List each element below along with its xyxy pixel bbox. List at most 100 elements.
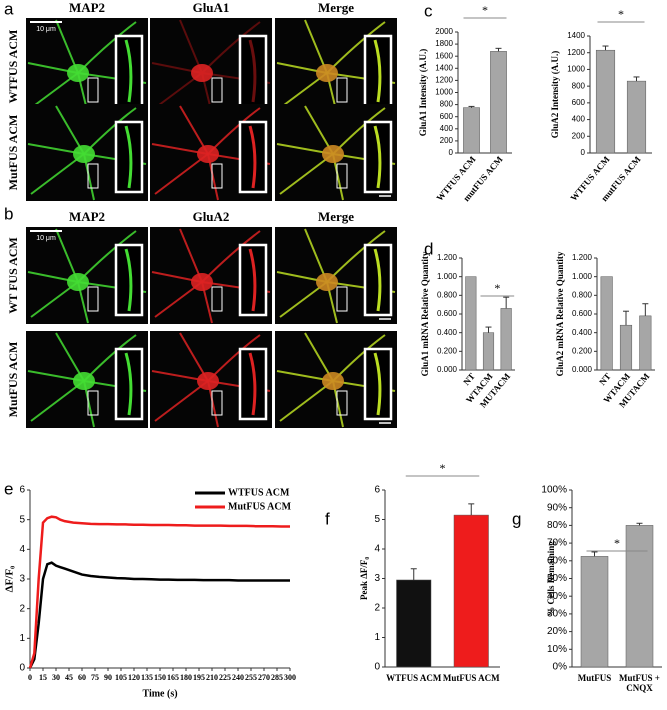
inset-neurite [373, 248, 382, 312]
soma [197, 145, 219, 163]
roi-box [211, 163, 223, 189]
x-tick-label: 90 [104, 673, 112, 682]
y-tick-label: 1400 [567, 31, 585, 40]
neurite [304, 228, 328, 283]
x-tick-label: MutFUS [577, 673, 612, 683]
bar [580, 556, 609, 668]
y-tick-label: 4 [19, 544, 25, 555]
y-tick-label: 3 [19, 574, 25, 585]
roi-box [336, 163, 348, 189]
x-tick-label: 255 [245, 673, 257, 682]
roi-box [336, 286, 348, 312]
y-axis-label: % Cells Remaining [546, 541, 556, 616]
y-tick-label: 600 [440, 112, 454, 121]
y-tick-label: 800 [440, 100, 454, 109]
y-tick-label: 1000 [435, 88, 453, 97]
bar [482, 332, 495, 371]
scale-label: 10 μm [36, 26, 56, 33]
soma [322, 145, 344, 163]
row-label: MutFUS ACM [6, 342, 20, 418]
y-tick-label: 1.200 [437, 253, 458, 262]
inset-neurite [248, 248, 257, 312]
panel-letter: b [4, 204, 13, 223]
y-tick-label: 0 [581, 148, 586, 157]
x-tick-label: 195 [193, 673, 205, 682]
bar [453, 514, 489, 668]
roi-box [87, 77, 99, 103]
y-axis-label: GluA2 Intensity (A.U.) [550, 51, 560, 139]
inset-neurite [373, 352, 382, 416]
x-tick-label: 30 [52, 673, 60, 682]
neurite [154, 153, 209, 195]
y-axis-label: GluA1 Intensity (A.U.) [418, 49, 428, 137]
x-tick-label: 165 [167, 673, 179, 682]
y-tick-label: 70% [547, 538, 567, 549]
bar [600, 276, 613, 371]
neurite [179, 228, 203, 283]
column-header: GluA2 [193, 209, 230, 224]
y-tick-label: 60% [547, 555, 567, 566]
x-tick-label: 300 [284, 673, 296, 682]
y-tick-label: 800 [572, 81, 586, 90]
x-tick-label: 45 [65, 673, 73, 682]
y-tick-label: 0.400 [437, 328, 458, 337]
x-tick-label: NT [597, 371, 613, 387]
y-tick-label: 1 [19, 633, 25, 644]
x-tick-label: WTFUS ACM [386, 673, 442, 683]
x-tick-label: 150 [154, 673, 166, 682]
column-header: GluA1 [193, 0, 230, 15]
y-tick-label: 10% [547, 644, 567, 655]
inset-neurite [124, 248, 133, 312]
inset-neurite [248, 125, 257, 189]
x-tick-label: 210 [206, 673, 218, 682]
neurite [30, 153, 85, 195]
y-tick-label: 0.200 [572, 346, 593, 355]
roi-box [87, 390, 99, 416]
bar [500, 308, 512, 371]
row-label: WT FUS ACM [6, 237, 20, 313]
x-tick-label-box: MutFUS + CNQX [619, 673, 660, 693]
x-tick-label: 105 [115, 673, 127, 682]
roi-box [87, 286, 99, 312]
soma [197, 372, 219, 390]
bar [619, 324, 633, 371]
y-tick-label: 1000 [567, 65, 585, 74]
row-label: MutFUS ACM [6, 115, 20, 191]
x-tick-label: 75 [91, 673, 99, 682]
y-tick-label: 6 [374, 485, 380, 496]
soma [67, 273, 89, 291]
soma [191, 273, 213, 291]
y-tick-label: 80% [547, 520, 567, 531]
y-tick-label: 400 [572, 115, 586, 124]
y-tick-label: 0 [449, 148, 454, 157]
y-tick-label: 2 [374, 603, 380, 614]
y-tick-label: 1.000 [437, 272, 458, 281]
significance-star: * [440, 461, 446, 475]
x-tick-label: MutFUS + CNQX [619, 673, 660, 693]
bar [465, 276, 477, 371]
x-tick-label: 135 [141, 673, 153, 682]
y-tick-label: 30% [547, 609, 567, 620]
y-tick-label: 5 [19, 514, 25, 525]
y-tick-label: 100% [541, 485, 567, 496]
y-tick-label: 50% [547, 573, 567, 584]
y-axis-label: GluA2 mRNA Relative Quantity [555, 251, 565, 376]
significance-star: * [494, 281, 500, 295]
y-tick-label: 1600 [435, 51, 453, 60]
soma [73, 145, 95, 163]
roi-box [336, 77, 348, 103]
y-tick-label: 600 [572, 98, 586, 107]
neurite [279, 153, 334, 195]
roi-box [336, 390, 348, 416]
y-tick-label: 5 [374, 514, 380, 525]
x-tick-label: 15 [39, 673, 47, 682]
inset-neurite [124, 352, 133, 416]
x-tick-label-box: MutFUS [577, 673, 612, 683]
x-tick-label: 0 [28, 673, 32, 682]
panel-letter: f [325, 509, 330, 528]
significance-star: * [618, 7, 624, 21]
roi-box [87, 163, 99, 189]
bar [595, 49, 616, 154]
y-tick-label: 90% [547, 502, 567, 513]
y-tick-label: 400 [440, 124, 454, 133]
